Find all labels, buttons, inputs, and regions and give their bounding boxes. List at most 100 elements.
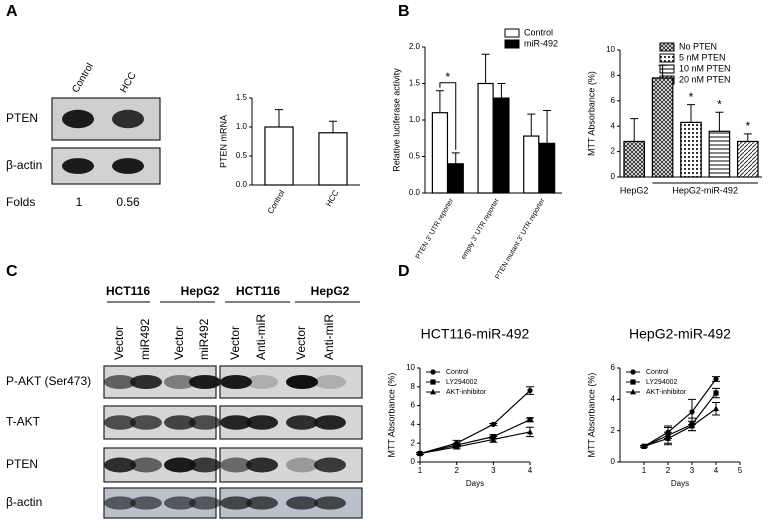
blot-band [314,457,346,473]
legend-marker [630,369,636,375]
x-tick-label: empty 3' UTR reporter [460,197,501,261]
lane-label: Vector [172,326,186,360]
error-bar [527,113,536,137]
x-axis-label: Days [466,479,484,488]
error-bar [715,111,724,132]
blot-band [112,158,144,174]
blot-band [130,374,162,390]
cell-line-label: HCT116 [236,284,280,298]
y-tick-label: 1.0 [409,115,421,124]
chart-title: HepG2-miR-492 [629,326,731,342]
blot-band [62,158,94,174]
bar [264,126,294,186]
chart-title: HCT116-miR-492 [421,326,530,342]
legend-label: No PTEN [679,41,717,51]
blot-band [164,496,196,510]
blot-band [220,415,252,430]
blot-band [189,496,221,510]
x-tick-label: 2 [666,466,671,475]
lane-label: Anti-miR [254,314,268,360]
blot-band [164,415,196,430]
blot-band [104,415,136,430]
row-label: T-AKT [6,415,41,429]
blot-band [314,496,346,510]
bar [477,82,494,194]
legend-label: miR-492 [524,38,558,48]
panel-label: C [6,263,18,280]
error-bar [481,53,490,84]
y-tick-label: 6 [611,363,616,372]
x-tick-label: HCC [324,188,341,208]
point [641,443,647,449]
line [419,419,531,455]
legend-label: LY294002 [446,379,478,386]
legend-swatch [504,39,520,49]
y-tick-label: 0 [411,457,416,466]
blot-band [62,109,94,129]
bar [708,130,731,178]
legend-marker [630,388,636,395]
y-tick-label: 1.5 [236,93,248,102]
lane-label: miR492 [197,318,211,360]
y-tick-label: 8 [411,382,416,391]
legend-swatch [659,42,675,52]
blot-band [286,374,318,390]
y-tick-label: 1.0 [236,122,248,131]
lane-label: miR492 [138,318,152,360]
line [419,431,531,455]
point [490,421,496,427]
point [713,405,719,412]
blot-band [220,457,252,473]
cell-line-label: HepG2 [311,284,350,298]
annotation: * [689,90,694,104]
lane-label: HCC [118,71,138,95]
bar [538,142,556,194]
lane-label: Anti-miR [322,314,336,360]
y-tick-label: 2 [611,147,616,156]
fold-value: 1 [76,195,83,209]
legend-swatch [659,53,675,63]
blot-band [246,374,278,390]
panel-label: A [6,3,18,20]
y-tick-label: 4 [411,420,416,429]
blot-band [164,374,196,390]
blot-band [246,457,278,473]
y-axis-label: MTT Absorbance (%) [586,71,596,156]
point [665,435,671,441]
y-tick-label: 0.0 [236,180,248,189]
line [643,392,717,447]
bar [523,135,540,194]
annotation: * [445,70,450,84]
panel-label: D [398,263,410,280]
bar [680,121,702,178]
line [419,390,531,455]
y-axis-label: MTT Absorbance (%) [386,373,396,458]
legend-label: Control [446,369,469,376]
y-tick-label: 0.0 [409,188,421,197]
significance-bracket [439,82,457,150]
y-tick-label: 10 [606,45,615,54]
error-bar [687,104,695,123]
legend-label: 5 nM PTEN [679,52,726,62]
blot-band [246,415,278,430]
x-tick-label: 1 [418,466,423,475]
bar [651,77,674,178]
legend-marker [430,379,436,385]
legend-label: AKT-inhibitor [646,389,687,396]
y-tick-label: 2.0 [409,42,421,51]
x-tick-label: 3 [690,466,695,475]
x-tick-label: 3 [491,466,496,475]
fold-value: 0.56 [116,195,140,209]
legend-label: LY294002 [646,379,678,386]
point [527,428,533,435]
blot-band [314,415,346,430]
cell-line-label: HepG2 [181,284,220,298]
blot-band [130,496,162,510]
y-tick-label: 0.5 [409,152,421,161]
bar [318,132,348,186]
row-label: β-actin [6,158,42,172]
point [527,387,533,394]
legend-label: AKT-inhibitor [446,389,487,396]
point [527,417,533,423]
annotation: * [717,97,722,111]
